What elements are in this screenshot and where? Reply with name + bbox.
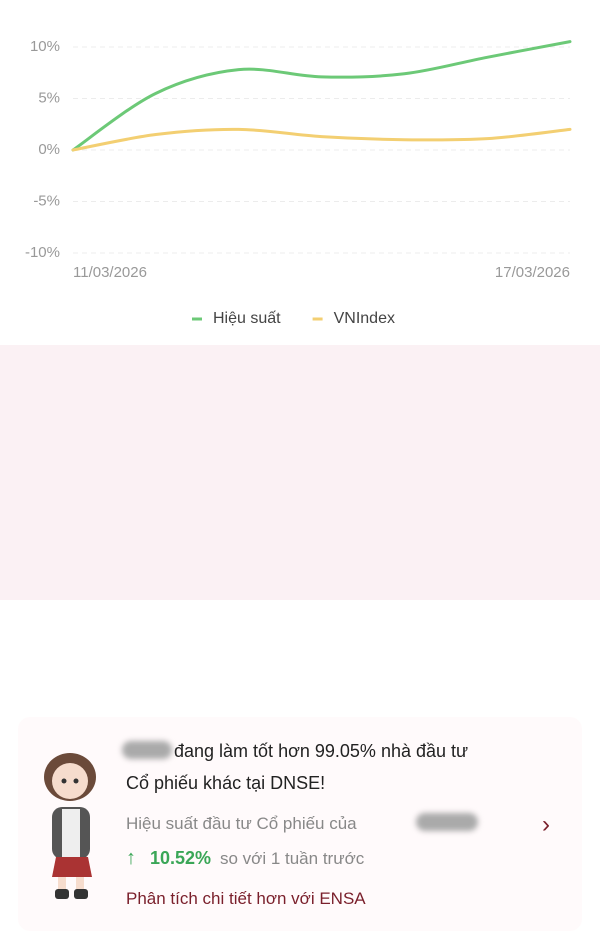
series-line	[71, 127, 572, 152]
y-tick-label: -5%	[33, 192, 60, 209]
redacted-name	[122, 741, 172, 759]
y-tick-label: -10%	[25, 244, 60, 261]
change-note: so với 1 tuần trước	[220, 849, 365, 868]
series-line	[71, 40, 572, 152]
avatar	[44, 753, 96, 899]
analysis-link[interactable]: Phân tích chi tiết hơn với ENSA	[126, 889, 366, 908]
y-tick-label: 5%	[38, 89, 60, 106]
chevron[interactable]: ›	[542, 811, 550, 838]
x-tick-label: 11/03/2026	[73, 264, 147, 281]
chart: -10% -5% 0% 5% 10% 11/03/2026 17/03/2026 Hiệu s…	[25, 38, 572, 327]
y-tick-label: 0%	[38, 141, 60, 158]
y-tick-label: 10%	[30, 38, 60, 55]
redacted-name	[416, 813, 478, 831]
page: -10% -5% 0% 5% 10% 11/03/2026 17/03/2026 Hiệu s…	[0, 37, 600, 931]
legend-label: Hiệu suất	[213, 310, 281, 327]
x-tick-label: 17/03/2026	[495, 264, 570, 281]
headline: đang làm tốt hơn 99.05% nhà đầu tư	[174, 741, 469, 761]
up-arrow: ↑	[126, 847, 136, 869]
headline: Cổ phiếu khác tại DNSE!	[126, 773, 326, 793]
summary-card[interactable]: đang làm tốt hơn 99.05% nhà đầu tư Cổ ph…	[18, 717, 582, 931]
summary-section: đang làm tốt hơn 99.05% nhà đầu tư Cổ ph…	[0, 345, 600, 931]
change-value: 10.52%	[150, 848, 212, 868]
subtitle: Hiệu suất đầu tư Cổ phiếu của	[126, 814, 357, 833]
legend-label: VNIndex	[334, 310, 395, 327]
